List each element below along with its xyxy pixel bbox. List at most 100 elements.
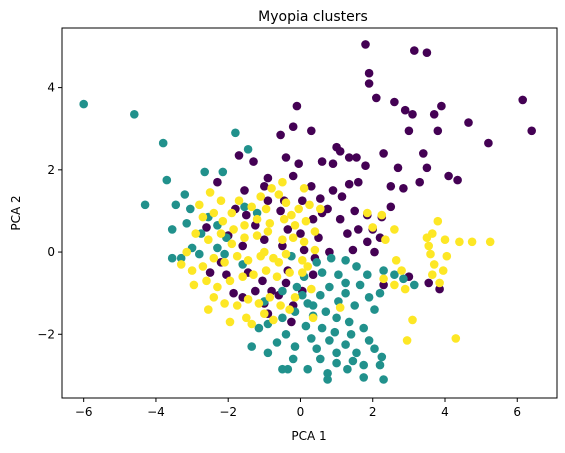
point-cluster2-35 xyxy=(485,237,495,247)
point-cluster2-41 xyxy=(435,278,444,288)
point-cluster0-24 xyxy=(344,153,354,162)
point-cluster2-54 xyxy=(240,233,249,242)
point-cluster2-91 xyxy=(204,305,213,314)
point-cluster1-5 xyxy=(200,167,209,177)
point-cluster2-53 xyxy=(227,239,237,249)
point-cluster0-5 xyxy=(372,93,381,103)
point-cluster1-12 xyxy=(240,202,249,212)
point-cluster1-78 xyxy=(247,342,256,351)
point-cluster0-88 xyxy=(308,270,318,280)
point-cluster2-64 xyxy=(220,258,229,267)
point-cluster0-29 xyxy=(422,163,432,173)
point-cluster1-21 xyxy=(213,243,222,253)
point-cluster1-87 xyxy=(303,364,313,374)
x-tick-label: −4 xyxy=(147,405,165,419)
point-cluster2-95 xyxy=(247,319,256,329)
point-cluster1-69 xyxy=(341,340,350,349)
point-cluster1-32 xyxy=(334,270,343,280)
x-tick-label: −6 xyxy=(75,405,93,419)
point-cluster0-68 xyxy=(283,225,293,234)
point-cluster1-74 xyxy=(332,348,341,358)
point-cluster1-0 xyxy=(79,99,88,109)
point-cluster2-93 xyxy=(260,309,269,319)
point-cluster0-80 xyxy=(363,237,372,247)
point-cluster2-69 xyxy=(281,249,291,259)
y-tick-label: 0 xyxy=(47,245,55,259)
point-cluster1-66 xyxy=(281,330,291,339)
point-cluster2-49 xyxy=(400,284,410,294)
point-cluster2-77 xyxy=(249,270,258,280)
point-cluster2-63 xyxy=(209,253,219,263)
point-cluster2-50 xyxy=(191,229,200,238)
point-cluster2-13 xyxy=(316,204,325,214)
point-cluster2-82 xyxy=(209,293,219,302)
point-cluster1-90 xyxy=(375,360,385,370)
point-cluster0-27 xyxy=(393,163,403,173)
point-cluster0-18 xyxy=(307,126,316,136)
point-cluster1-92 xyxy=(359,373,369,382)
point-cluster2-86 xyxy=(254,299,264,308)
point-cluster1-56 xyxy=(332,313,341,323)
point-cluster2-8 xyxy=(261,204,271,214)
point-cluster0-19 xyxy=(276,130,285,140)
point-cluster1-11 xyxy=(171,200,181,210)
chart-title: Myopia clusters xyxy=(258,9,368,25)
point-cluster2-108 xyxy=(303,262,313,271)
point-cluster2-45 xyxy=(391,255,401,265)
point-cluster0-58 xyxy=(350,206,360,216)
point-cluster1-68 xyxy=(325,336,334,345)
point-cluster1-4 xyxy=(243,145,253,154)
point-cluster0-1 xyxy=(410,46,419,55)
point-cluster0-30 xyxy=(249,157,258,166)
point-cluster0-2 xyxy=(422,48,432,57)
point-cluster2-66 xyxy=(243,255,253,265)
point-cluster0-53 xyxy=(316,194,325,203)
point-cluster1-72 xyxy=(290,342,300,351)
point-cluster1-82 xyxy=(348,356,358,366)
point-cluster2-47 xyxy=(390,280,399,290)
point-cluster0-38 xyxy=(444,171,453,181)
point-cluster1-40 xyxy=(355,280,365,290)
point-cluster2-12 xyxy=(305,200,314,210)
point-cluster0-40 xyxy=(399,184,408,193)
point-cluster0-14 xyxy=(527,126,536,136)
point-cluster2-61 xyxy=(187,266,197,275)
point-cluster2-11 xyxy=(294,204,304,214)
point-cluster2-71 xyxy=(310,245,320,255)
point-cluster0-54 xyxy=(337,192,347,201)
point-cluster0-47 xyxy=(344,179,354,189)
point-cluster1-33 xyxy=(352,262,361,271)
point-cluster2-2 xyxy=(227,208,237,218)
point-cluster0-104 xyxy=(287,317,296,327)
point-cluster1-17 xyxy=(167,225,177,234)
point-cluster1-8 xyxy=(180,190,190,199)
point-cluster1-55 xyxy=(321,307,331,317)
point-cluster2-62 xyxy=(198,262,208,271)
point-cluster1-52 xyxy=(370,305,379,314)
point-cluster1-44 xyxy=(375,288,385,298)
point-cluster0-102 xyxy=(435,284,444,294)
point-cluster0-46 xyxy=(354,177,363,187)
point-cluster0-81 xyxy=(370,247,379,257)
point-cluster0-20 xyxy=(288,122,298,131)
point-cluster1-75 xyxy=(352,348,361,358)
point-cluster0-16 xyxy=(433,126,443,136)
point-cluster1-35 xyxy=(379,266,388,275)
point-cluster0-7 xyxy=(292,101,302,111)
point-cluster0-94 xyxy=(229,288,238,298)
point-cluster1-80 xyxy=(316,354,325,364)
point-cluster0-96 xyxy=(205,268,215,277)
point-cluster0-76 xyxy=(260,235,269,244)
point-cluster0-17 xyxy=(484,138,493,148)
point-cluster2-97 xyxy=(285,305,294,314)
x-tick-label: 4 xyxy=(441,405,449,419)
point-cluster2-56 xyxy=(263,227,273,236)
point-cluster0-55 xyxy=(213,177,222,187)
point-cluster0-52 xyxy=(298,196,307,205)
point-cluster0-89 xyxy=(258,276,267,286)
point-cluster2-5 xyxy=(209,208,219,218)
point-cluster2-106 xyxy=(260,247,269,257)
y-tick-label: 2 xyxy=(47,163,55,177)
point-cluster2-20 xyxy=(290,221,300,230)
